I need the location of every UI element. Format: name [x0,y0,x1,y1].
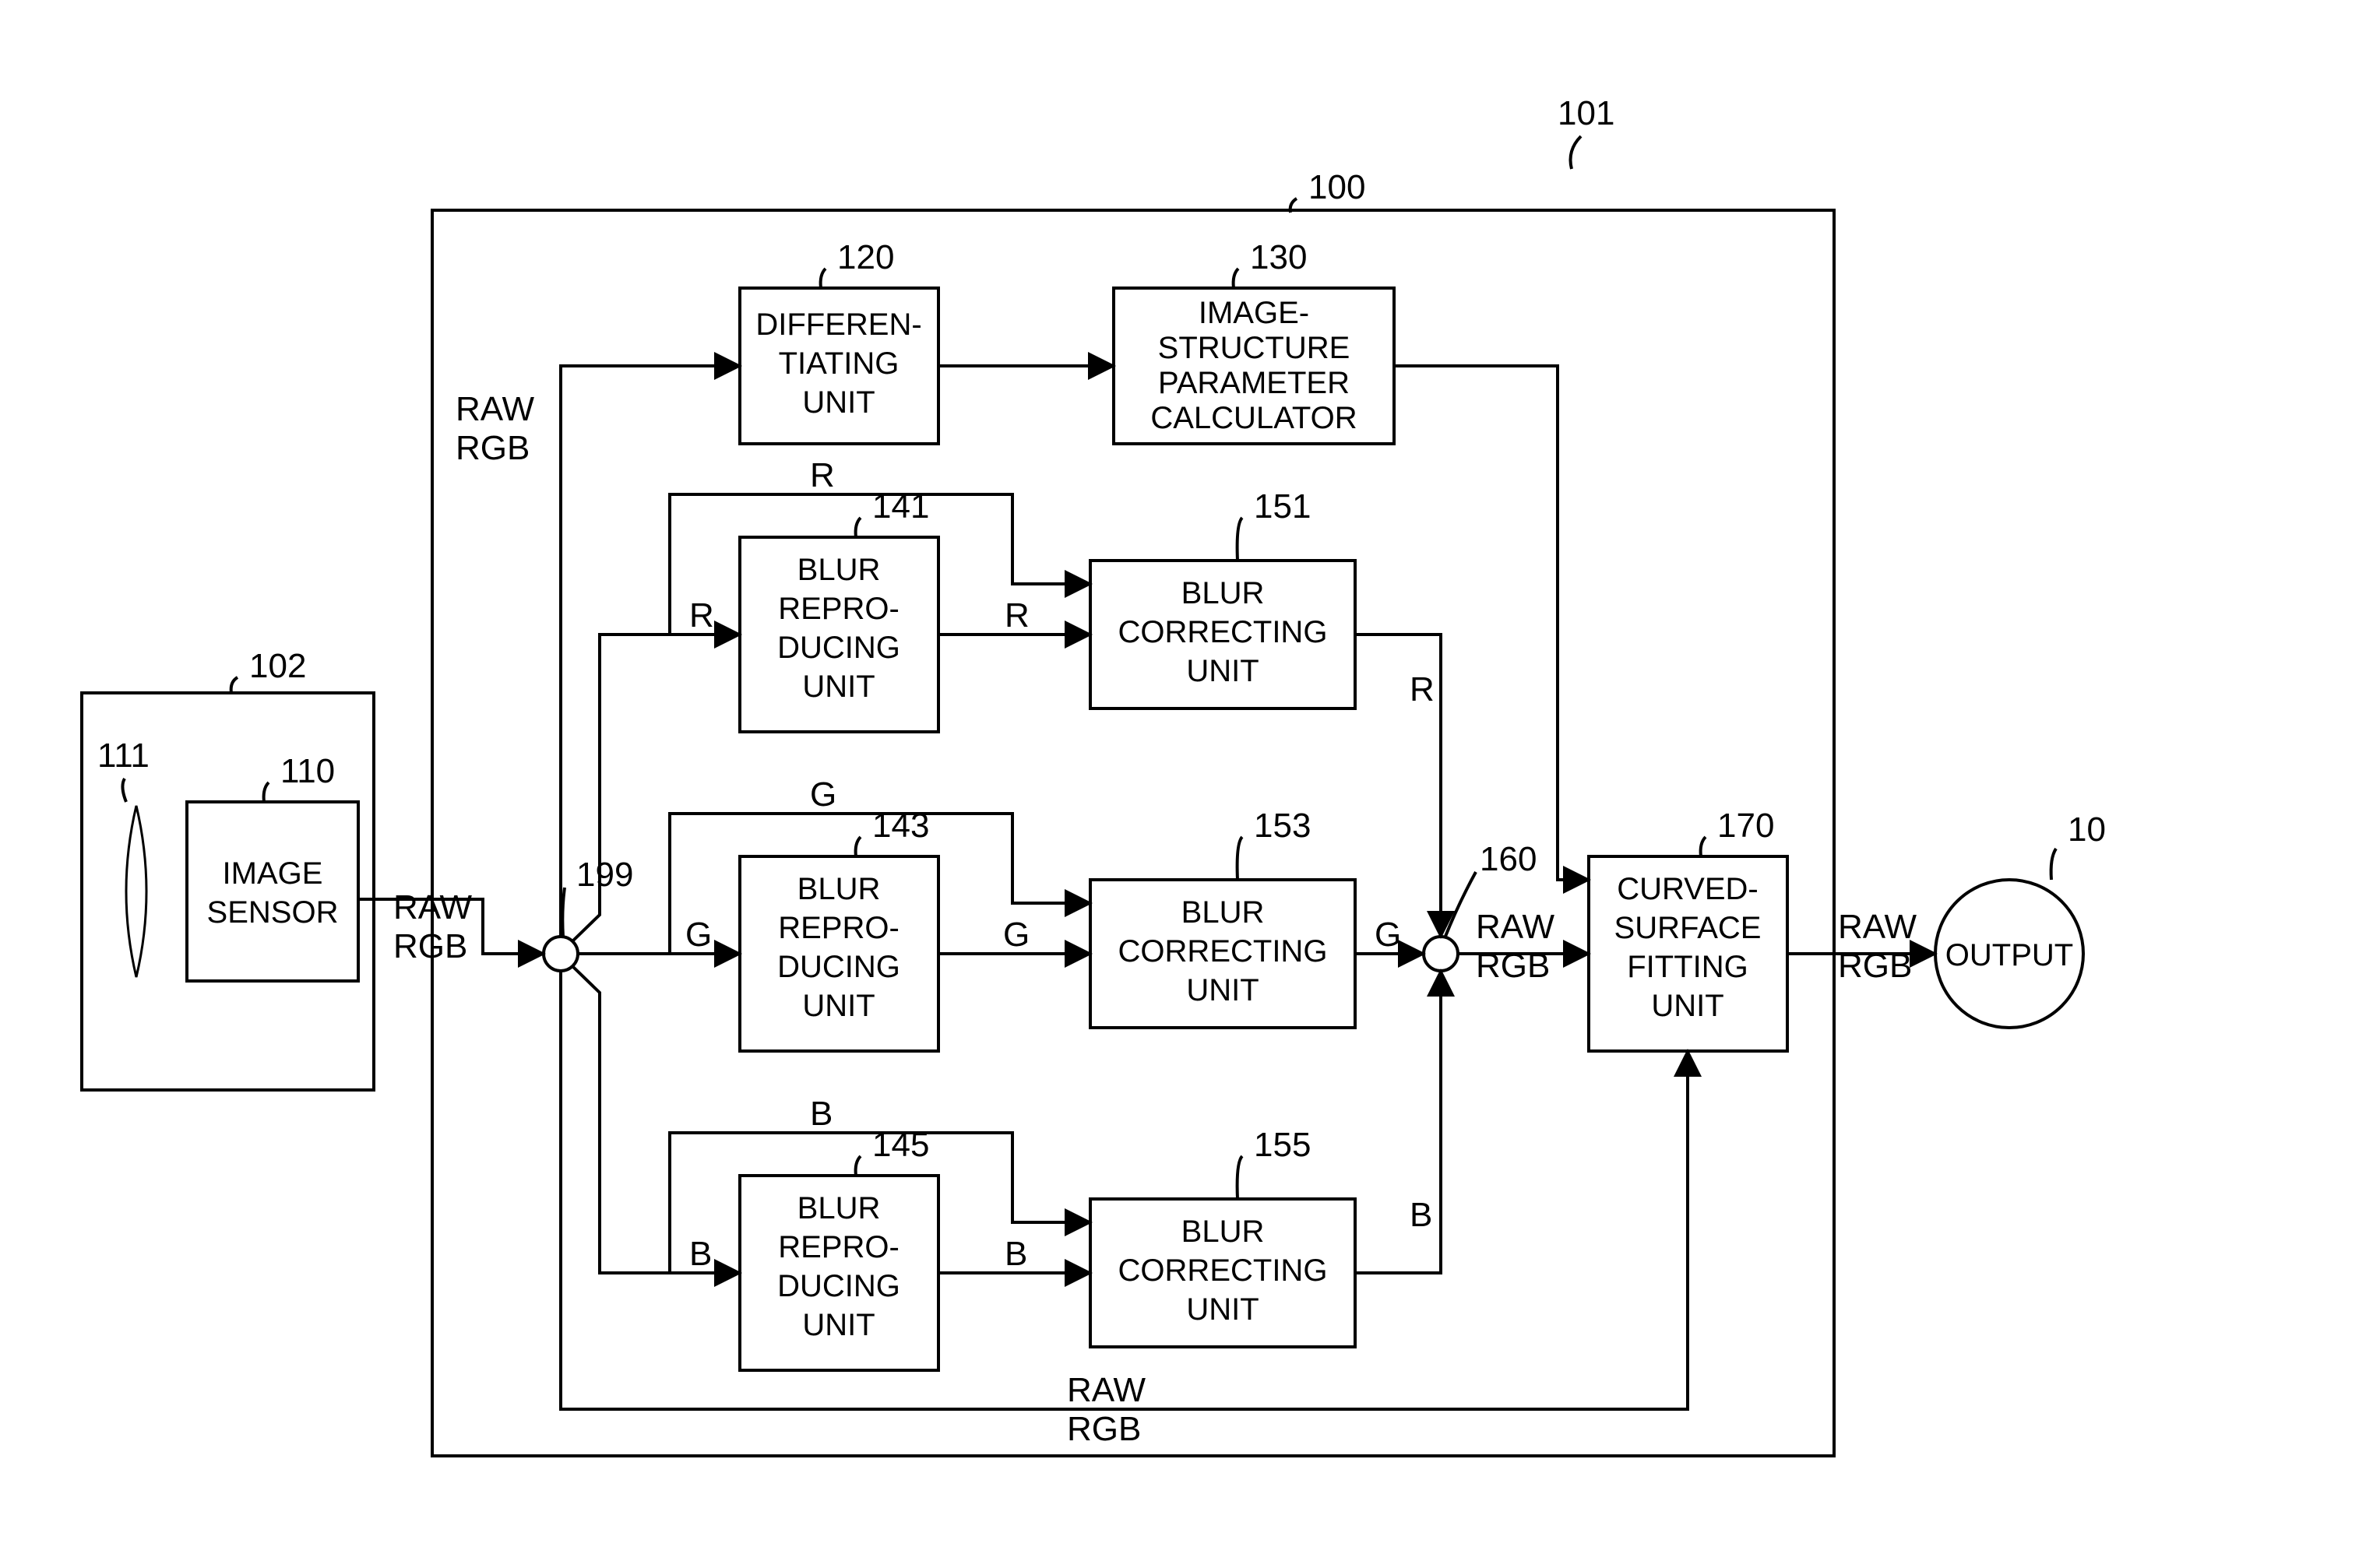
corr-b-label-1: BLUR [1181,1215,1265,1249]
signal-raw-rgb-merge-2: RGB [1476,947,1550,985]
fit-label-1: CURVED- [1617,872,1759,906]
image-sensor [187,802,358,981]
ref-170: 170 [1717,807,1774,845]
corr-g-label-2: CORRECTING [1118,934,1328,969]
blur-b-label-1: BLUR [797,1191,881,1225]
corr-r-label-2: CORRECTING [1118,615,1328,649]
signal-raw-rgb-in-2: RGB [393,927,467,965]
ref-145: 145 [872,1126,929,1164]
sig-r-top: R [810,456,835,494]
blur-g-label-2: REPRO- [778,911,900,945]
blur-b-label-3: DUCING [777,1269,900,1303]
image-sensor-label-2: SENSOR [207,895,339,930]
fit-label-2: SURFACE [1614,911,1762,945]
ref-160: 160 [1480,840,1537,878]
ref-153: 153 [1254,807,1311,845]
corr-g-label-3: UNIT [1186,973,1259,1007]
signal-raw-rgb-out-2: RGB [1838,947,1912,985]
calc-label-3: PARAMETER [1158,366,1350,400]
ref-110: 110 [280,752,335,790]
ref-102: 102 [249,647,306,685]
blur-r-label-3: DUCING [777,631,900,665]
blur-g-label-1: BLUR [797,872,881,906]
corr-r-label-3: UNIT [1186,654,1259,688]
ref-120: 120 [837,238,894,276]
signal-raw-rgb-in-1: RAW [393,888,472,926]
signal-raw-rgb-out-1: RAW [1838,908,1917,946]
output-label: OUTPUT [1945,938,2073,972]
sig-r-in: R [689,596,714,635]
corr-r-label-1: BLUR [1181,576,1265,610]
signal-raw-rgb-bottom-1: RAW [1067,1371,1146,1409]
fit-label-4: UNIT [1651,989,1723,1023]
ref-143: 143 [872,807,929,845]
ref-130: 130 [1250,238,1307,276]
blur-r-label-1: BLUR [797,553,881,587]
signal-raw-rgb-merge-1: RAW [1476,908,1554,946]
image-sensor-label-1: IMAGE [223,856,323,891]
signal-raw-rgb-bottom-2: RGB [1067,1410,1141,1448]
split-node [544,937,578,971]
ref-141: 141 [872,487,929,526]
ref-151: 151 [1254,487,1311,526]
sig-r-out: R [1410,670,1435,708]
blur-r-label-2: REPRO- [778,592,900,626]
sig-r-mid: R [1005,596,1030,635]
ref-111: 111 [97,737,150,775]
signal-raw-rgb-up-1: RAW [456,390,534,428]
merge-node [1424,937,1458,971]
blur-r-label-4: UNIT [802,670,875,704]
ref-155: 155 [1254,1126,1311,1164]
diff-label-2: TIATING [779,346,900,381]
calc-label-2: STRUCTURE [1158,331,1350,365]
sig-b-in: B [689,1235,712,1273]
block-diagram: IMAGE SENSOR DIFFEREN- TIATING UNIT IMAG… [0,0,2380,1568]
blur-g-label-4: UNIT [802,989,875,1023]
diff-label-3: UNIT [802,385,875,420]
calc-label-1: IMAGE- [1199,296,1309,330]
ref-hook-102 [231,677,238,693]
blur-b-label-2: REPRO- [778,1230,900,1264]
diff-label-1: DIFFEREN- [755,308,921,342]
sig-g-in: G [685,916,712,954]
ref-100: 100 [1308,168,1365,206]
sig-g-out: G [1375,916,1401,954]
ref-hook-101 [1571,136,1582,169]
signal-raw-rgb-up-2: RGB [456,429,530,467]
sig-b-mid: B [1005,1235,1027,1273]
corr-g-label-1: BLUR [1181,895,1265,930]
sig-g-top: G [810,775,836,814]
corr-b-label-2: CORRECTING [1118,1253,1328,1288]
fit-label-3: FITTING [1627,950,1748,984]
blur-b-label-4: UNIT [802,1308,875,1342]
ref-hook-10 [2051,849,2056,880]
blur-g-label-3: DUCING [777,950,900,984]
calc-label-4: CALCULATOR [1150,401,1357,435]
corr-b-label-3: UNIT [1186,1292,1259,1327]
sig-b-out: B [1410,1196,1432,1234]
sig-b-top: B [810,1095,833,1133]
ref-199: 199 [576,856,633,894]
ref-10: 10 [2068,810,2106,849]
ref-101: 101 [1558,94,1614,132]
sig-g-mid: G [1003,916,1030,954]
